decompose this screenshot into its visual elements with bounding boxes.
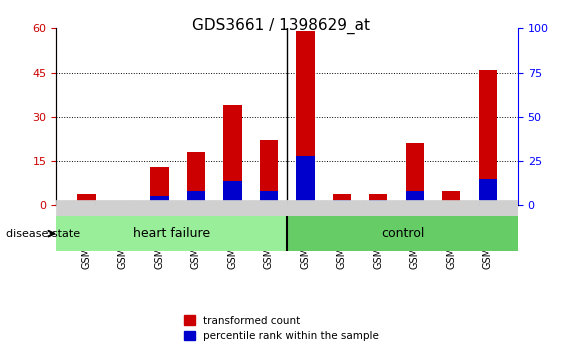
Bar (406, 143, 424, 205)
Legend: transformed count, percentile rank within the sample: transformed count, percentile rank withi… (180, 311, 383, 345)
Bar (480, 200, 518, 216)
Bar (56, 216, 287, 251)
Bar (296, 31, 315, 205)
Bar (442, 190, 461, 205)
Bar (296, 156, 315, 205)
Bar (369, 194, 387, 205)
Text: control: control (381, 227, 425, 240)
Bar (210, 200, 249, 216)
Bar (479, 70, 497, 205)
Bar (364, 200, 403, 216)
Bar (77, 202, 96, 205)
Bar (287, 216, 518, 251)
Bar (150, 196, 168, 205)
Bar (187, 152, 205, 205)
Bar (369, 200, 387, 205)
Bar (403, 200, 441, 216)
Bar (479, 179, 497, 205)
Bar (133, 200, 172, 216)
Text: GDS3661 / 1398629_at: GDS3661 / 1398629_at (193, 18, 370, 34)
Bar (406, 191, 424, 205)
Bar (77, 194, 96, 205)
Bar (441, 200, 480, 216)
Bar (224, 105, 242, 205)
Bar (325, 200, 364, 216)
Bar (249, 200, 287, 216)
Bar (260, 141, 278, 205)
Bar (172, 200, 210, 216)
Text: disease state: disease state (6, 229, 80, 239)
Bar (224, 181, 242, 205)
Bar (95, 200, 133, 216)
Bar (333, 194, 351, 205)
Bar (150, 167, 168, 205)
Bar (56, 200, 95, 216)
Bar (114, 204, 132, 205)
Bar (187, 191, 205, 205)
Bar (287, 200, 325, 216)
Bar (333, 200, 351, 205)
Bar (442, 202, 461, 205)
Bar (260, 191, 278, 205)
Text: heart failure: heart failure (133, 227, 210, 240)
